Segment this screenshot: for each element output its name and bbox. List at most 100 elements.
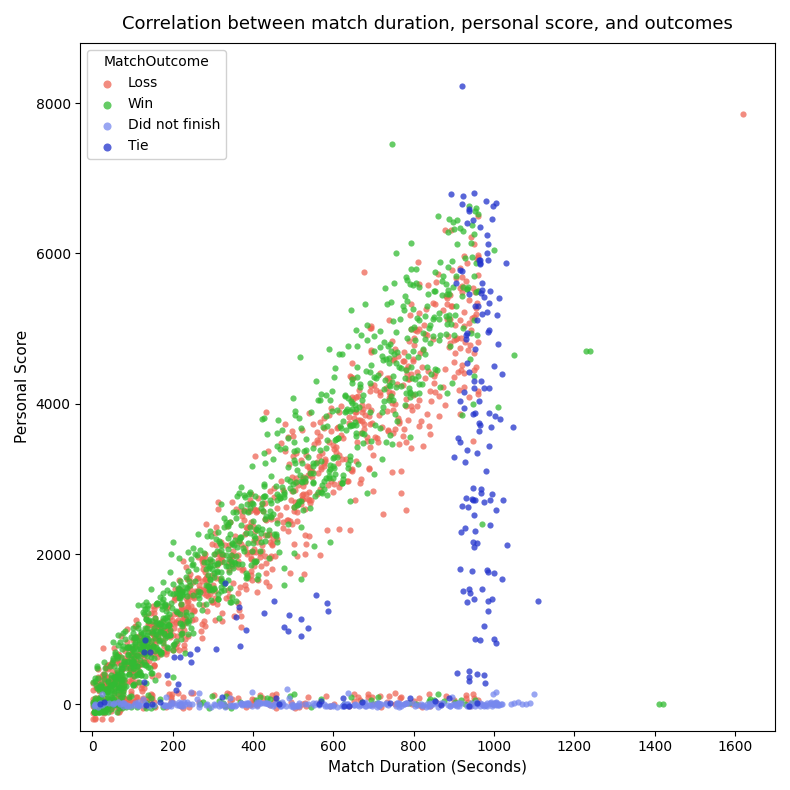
Win [439,310,452,322]
Loss [453,342,466,355]
Win [101,684,114,697]
Win [273,491,286,504]
Win [232,487,245,499]
Win [355,329,367,342]
Did not finish [366,700,378,713]
Loss [274,437,287,450]
Loss [346,462,359,475]
Loss [103,659,115,672]
Tie [458,402,471,415]
Loss [283,457,295,470]
Loss [100,662,113,675]
Win [142,615,155,627]
Loss [451,366,464,378]
Loss [463,700,476,713]
Did not finish [302,698,314,710]
Win [329,434,341,446]
Loss [300,538,313,551]
Tie [483,495,496,507]
Loss [449,318,461,331]
Loss [154,622,167,634]
Win [349,429,362,442]
Win [412,386,425,399]
Win [183,579,196,592]
Win [98,672,111,685]
Loss [236,510,249,522]
Loss [304,494,317,506]
Loss [104,676,117,689]
Loss [149,659,161,672]
Win [158,600,171,612]
Win [104,698,117,710]
Tie [454,525,467,538]
Win [198,547,210,559]
Win [108,699,121,712]
Loss [371,432,383,445]
Win [92,700,104,713]
Loss [115,678,128,690]
Loss [223,556,235,569]
Did not finish [355,698,367,711]
Loss [184,589,197,602]
Loss [270,514,283,527]
Win [129,641,141,653]
Loss [284,515,296,528]
Win [338,389,351,402]
Loss [259,566,272,579]
Loss [374,388,386,401]
Loss [103,661,115,674]
Did not finish [282,691,295,704]
Tie [233,600,246,613]
Tie [468,187,480,200]
Did not finish [455,697,468,709]
Loss [253,532,265,544]
Loss [455,364,468,377]
Loss [102,699,115,712]
Loss [254,689,266,702]
Win [105,668,118,681]
Did not finish [422,699,434,712]
Loss [365,416,378,429]
Win [221,532,234,544]
Loss [130,661,143,674]
Win [160,605,172,618]
Did not finish [453,700,466,713]
Loss [116,690,129,703]
Tie [463,700,476,713]
Win [354,378,367,390]
Loss [182,600,194,613]
Win [580,344,592,357]
Win [465,219,478,231]
Loss [364,319,377,332]
Win [334,420,347,433]
Win [327,451,340,464]
Win [111,668,123,680]
Loss [472,249,484,261]
Win [251,521,264,533]
Win [383,429,396,442]
Loss [257,691,269,704]
Loss [166,644,179,656]
Win [264,510,276,522]
Win [208,548,220,561]
Win [410,698,423,710]
Win [194,698,207,711]
Loss [239,583,252,596]
Loss [127,643,140,656]
Tie [482,254,495,266]
Tie [475,374,487,387]
Win [88,705,101,717]
Loss [127,651,140,664]
Loss [175,584,188,596]
Loss [92,694,104,706]
Loss [224,694,236,707]
Loss [285,471,298,483]
Did not finish [453,697,465,709]
Loss [215,536,228,548]
Win [147,640,160,653]
Loss [167,594,180,607]
Loss [220,520,233,532]
Win [240,567,253,580]
Win [138,608,151,620]
Win [152,644,165,656]
